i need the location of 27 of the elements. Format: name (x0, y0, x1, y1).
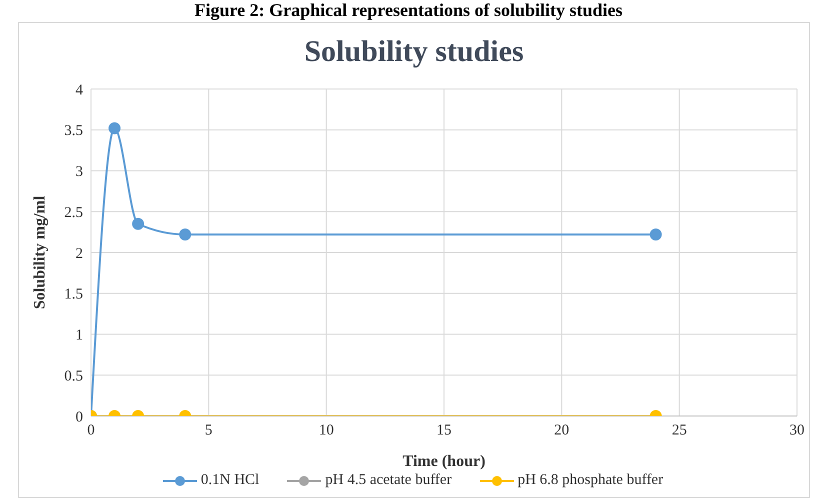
x-tick-label: 20 (554, 422, 570, 439)
y-tick-label: 2.5 (64, 204, 83, 221)
legend-label: 0.1N HCl (200, 472, 260, 489)
y-axis-title: Solubility mg/ml (32, 195, 49, 310)
y-tick-label: 0.5 (64, 368, 83, 384)
y-tick-label: 3 (76, 164, 83, 180)
x-tick-label: 15 (436, 422, 452, 439)
chart-title: Solubility studies (303, 35, 525, 70)
y-tick-label: 2 (76, 246, 83, 262)
legend-label: pH 6.8 phosphate buffer (516, 472, 664, 489)
y-tick-label: 3.5 (64, 123, 83, 140)
caption: Figure 2: Graphical representations of solubility studies (193, 0, 624, 20)
point (132, 218, 144, 230)
legend-label: pH 4.5 acetate buffer (324, 472, 452, 489)
point (108, 122, 121, 134)
x-tick-label: 25 (672, 422, 687, 439)
y-tick-label: 0 (76, 409, 83, 426)
x-tick-label: 5 (204, 422, 212, 439)
x-tick-label: 0 (87, 422, 95, 439)
x-tick-label: 10 (318, 422, 334, 439)
y-tick-label: 1 (76, 328, 83, 344)
x-axis-title: Time (hour) (402, 453, 486, 470)
point (650, 228, 662, 241)
x-tick-label: 30 (790, 422, 804, 439)
point (179, 228, 192, 241)
y-tick-label: 4 (76, 82, 84, 98)
y-tick-label: 1.5 (64, 286, 83, 303)
